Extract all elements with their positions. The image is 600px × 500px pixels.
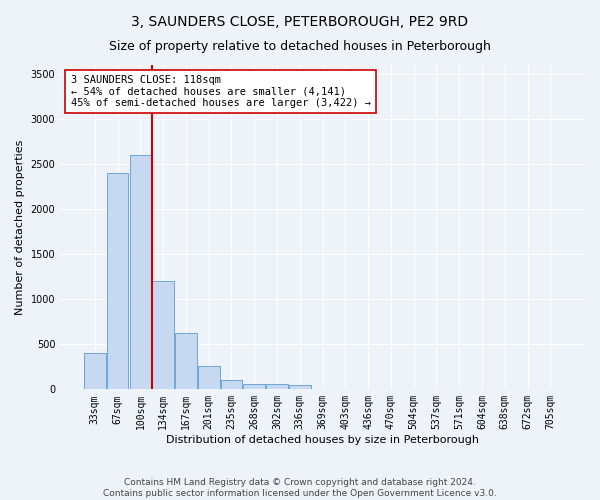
Bar <box>175 334 197 390</box>
Bar <box>221 380 242 390</box>
Text: Contains HM Land Registry data © Crown copyright and database right 2024.
Contai: Contains HM Land Registry data © Crown c… <box>103 478 497 498</box>
Bar <box>198 366 220 390</box>
Bar <box>107 173 128 390</box>
Bar <box>266 384 288 390</box>
Y-axis label: Number of detached properties: Number of detached properties <box>15 140 25 315</box>
Bar <box>84 354 106 390</box>
Text: Size of property relative to detached houses in Peterborough: Size of property relative to detached ho… <box>109 40 491 53</box>
Bar <box>152 281 174 390</box>
Bar <box>289 385 311 390</box>
X-axis label: Distribution of detached houses by size in Peterborough: Distribution of detached houses by size … <box>166 435 479 445</box>
Text: 3, SAUNDERS CLOSE, PETERBOROUGH, PE2 9RD: 3, SAUNDERS CLOSE, PETERBOROUGH, PE2 9RD <box>131 15 469 29</box>
Bar <box>244 384 265 390</box>
Bar <box>130 155 151 390</box>
Text: 3 SAUNDERS CLOSE: 118sqm
← 54% of detached houses are smaller (4,141)
45% of sem: 3 SAUNDERS CLOSE: 118sqm ← 54% of detach… <box>71 74 371 108</box>
